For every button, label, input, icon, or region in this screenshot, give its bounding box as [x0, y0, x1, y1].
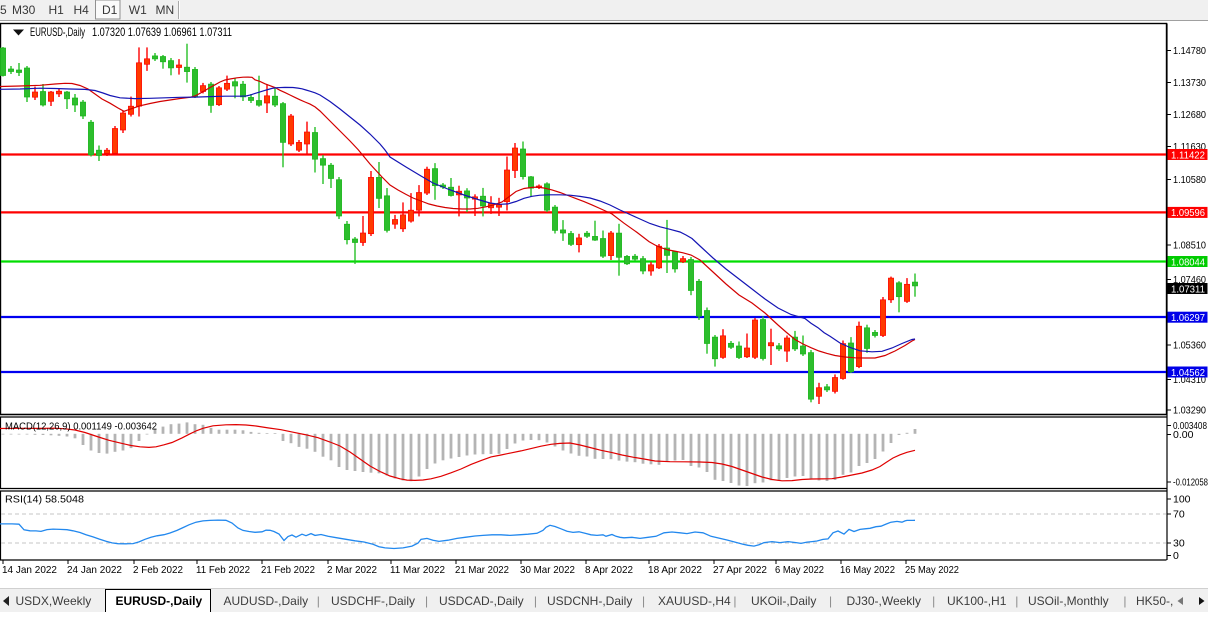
- svg-text:|: |: [1015, 594, 1018, 608]
- svg-text:AUDUSD-,Daily: AUDUSD-,Daily: [224, 594, 309, 608]
- svg-text:21 Feb 2022: 21 Feb 2022: [261, 564, 315, 576]
- svg-text:MN: MN: [156, 3, 175, 17]
- svg-text:70: 70: [1173, 509, 1185, 521]
- svg-text:|: |: [317, 594, 320, 608]
- svg-text:30 Mar 2022: 30 Mar 2022: [520, 564, 575, 576]
- svg-text:6 May 2022: 6 May 2022: [775, 564, 824, 576]
- svg-text:0.00: 0.00: [1173, 429, 1194, 441]
- svg-text:25 May 2022: 25 May 2022: [905, 564, 959, 576]
- svg-text:1.10580: 1.10580: [1173, 174, 1206, 186]
- svg-text:1.09596: 1.09596: [1171, 207, 1205, 219]
- svg-text:8 Apr 2022: 8 Apr 2022: [585, 564, 633, 576]
- svg-text:11 Feb 2022: 11 Feb 2022: [196, 564, 250, 576]
- svg-text:1.08044: 1.08044: [1171, 256, 1205, 268]
- svg-text:1.04562: 1.04562: [1171, 367, 1205, 379]
- svg-text:USOil-,Monthly: USOil-,Monthly: [1028, 594, 1109, 608]
- svg-text:DJ30-,Weekly: DJ30-,Weekly: [847, 594, 921, 608]
- svg-text:|: |: [932, 594, 935, 608]
- svg-text:|: |: [534, 594, 537, 608]
- svg-text:1.08510: 1.08510: [1173, 240, 1206, 252]
- svg-text:MACD(12,26,9) 0.001149 -0.0036: MACD(12,26,9) 0.001149 -0.003642: [5, 421, 157, 433]
- svg-text:1.07311: 1.07311: [1171, 283, 1205, 295]
- svg-text:2 Feb 2022: 2 Feb 2022: [133, 564, 183, 576]
- svg-text:11 Mar 2022: 11 Mar 2022: [390, 564, 445, 576]
- svg-text:14 Jan 2022: 14 Jan 2022: [2, 564, 57, 576]
- svg-text:USDCAD-,Daily: USDCAD-,Daily: [439, 594, 524, 608]
- svg-text:5: 5: [0, 3, 7, 17]
- svg-text:RSI(14) 58.5048: RSI(14) 58.5048: [5, 494, 84, 506]
- svg-text:M30: M30: [12, 3, 36, 17]
- svg-text:1.03290: 1.03290: [1173, 405, 1206, 417]
- svg-text:EURUSD-,Daily: EURUSD-,Daily: [116, 594, 203, 608]
- svg-text:2 Mar 2022: 2 Mar 2022: [327, 564, 377, 576]
- svg-text:30: 30: [1173, 538, 1185, 550]
- svg-text:|: |: [425, 594, 428, 608]
- svg-text:24 Jan 2022: 24 Jan 2022: [67, 564, 122, 576]
- svg-text:EURUSD-,Daily: EURUSD-,Daily: [30, 25, 85, 39]
- svg-text:1.05360: 1.05360: [1173, 340, 1206, 352]
- svg-text:1.07320 1.07639 1.06961 1.0731: 1.07320 1.07639 1.06961 1.07311: [92, 25, 232, 39]
- svg-text:|: |: [733, 594, 736, 608]
- svg-text:100: 100: [1173, 494, 1191, 506]
- svg-text:1.12680: 1.12680: [1173, 109, 1206, 121]
- svg-text:XAUUSD-,H4: XAUUSD-,H4: [658, 594, 731, 608]
- svg-text:HK50-,: HK50-,: [1136, 594, 1173, 608]
- svg-text:USDCHF-,Daily: USDCHF-,Daily: [331, 594, 415, 608]
- svg-text:0.003408: 0.003408: [1173, 420, 1207, 432]
- svg-text:|: |: [829, 594, 832, 608]
- svg-text:|: |: [1123, 594, 1126, 608]
- svg-text:H4: H4: [74, 3, 90, 17]
- svg-text:21 Mar 2022: 21 Mar 2022: [455, 564, 509, 576]
- svg-text:USDCNH-,Daily: USDCNH-,Daily: [547, 594, 632, 608]
- svg-text:0: 0: [1173, 550, 1179, 562]
- svg-text:18 Apr 2022: 18 Apr 2022: [648, 564, 702, 576]
- svg-text:USDX,Weekly: USDX,Weekly: [16, 594, 92, 608]
- svg-text:27 Apr 2022: 27 Apr 2022: [713, 564, 767, 576]
- svg-text:|: |: [642, 594, 645, 608]
- svg-text:1.06297: 1.06297: [1171, 312, 1205, 324]
- svg-text:1.14780: 1.14780: [1173, 45, 1206, 57]
- svg-text:H1: H1: [49, 3, 65, 17]
- svg-text:D1: D1: [102, 3, 118, 17]
- svg-text:1.11422: 1.11422: [1171, 149, 1205, 161]
- svg-text:UK100-,H1: UK100-,H1: [947, 594, 1007, 608]
- svg-text:W1: W1: [129, 3, 147, 17]
- svg-text:1.13730: 1.13730: [1173, 77, 1206, 89]
- svg-text:-0.012058: -0.012058: [1173, 477, 1208, 489]
- svg-text:16 May 2022: 16 May 2022: [840, 564, 895, 576]
- svg-text:UKOil-,Daily: UKOil-,Daily: [751, 594, 816, 608]
